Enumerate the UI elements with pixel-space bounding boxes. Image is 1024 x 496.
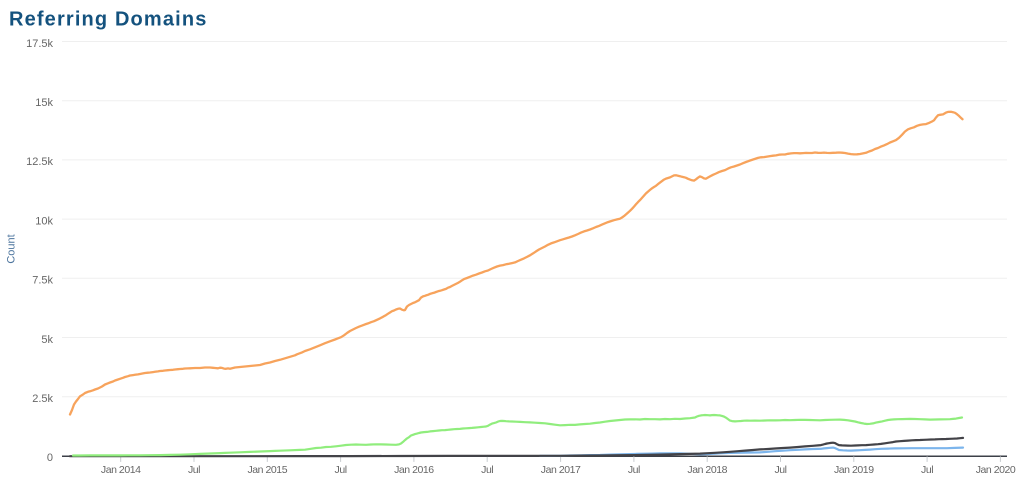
svg-text:Jul: Jul <box>188 464 200 476</box>
svg-text:15k: 15k <box>35 97 53 109</box>
svg-text:Count: Count <box>6 234 18 263</box>
svg-text:10k: 10k <box>35 215 53 227</box>
svg-text:12.5k: 12.5k <box>26 156 53 168</box>
svg-text:Jul: Jul <box>774 464 786 476</box>
svg-text:Jul: Jul <box>921 464 933 476</box>
svg-text:2.5k: 2.5k <box>32 393 53 405</box>
svg-text:Jan 2019: Jan 2019 <box>834 464 874 476</box>
svg-text:Jan 2015: Jan 2015 <box>247 464 287 476</box>
svg-text:Jan 2018: Jan 2018 <box>687 464 727 476</box>
svg-text:Jan 2020: Jan 2020 <box>976 464 1016 476</box>
svg-text:0: 0 <box>47 452 53 464</box>
svg-text:Jul: Jul <box>628 464 640 476</box>
svg-text:Jul: Jul <box>335 464 347 476</box>
svg-text:5k: 5k <box>41 334 53 346</box>
svg-text:17.5k: 17.5k <box>26 38 53 50</box>
svg-text:Jan 2014: Jan 2014 <box>101 464 141 476</box>
svg-text:Jul: Jul <box>481 464 493 476</box>
svg-text:Jan 2017: Jan 2017 <box>541 464 581 476</box>
svg-text:Referring Domains: Referring Domains <box>9 9 207 31</box>
svg-text:7.5k: 7.5k <box>32 275 53 287</box>
svg-text:Jan 2016: Jan 2016 <box>394 464 434 476</box>
